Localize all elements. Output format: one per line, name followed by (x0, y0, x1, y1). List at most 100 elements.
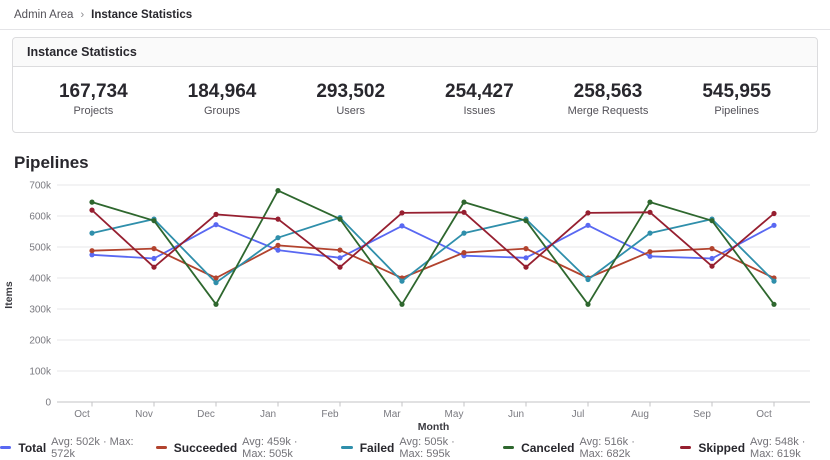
data-point-skipped-sep-10 (709, 263, 715, 269)
legend-series-stats: Avg: 548k · Max: 619k (750, 435, 806, 460)
series-line-failed (91, 216, 775, 284)
data-point-failed-mar-5 (399, 278, 405, 284)
data-point-succeeded-nov-1 (151, 245, 157, 251)
data-point-succeeded-may-6 (461, 249, 467, 255)
data-point-skipped-nov-1 (151, 264, 157, 270)
data-point-skipped-oct-11 (771, 210, 777, 216)
data-point-total-nov-1 (151, 255, 157, 261)
data-point-total-aug-9 (647, 253, 653, 259)
y-axis-title: Items (3, 281, 15, 309)
legend-series-name: Canceled (521, 440, 575, 455)
data-point-skipped-jan-3 (275, 216, 281, 222)
y-tick-label: 0 (45, 397, 51, 408)
stat-label: Projects (73, 104, 114, 117)
breadcrumb-admin-area-link[interactable]: Admin Area (14, 9, 74, 21)
legend-series-stats: Avg: 516k · Max: 682k (579, 435, 635, 460)
legend-swatch-canceled (503, 446, 515, 450)
instance-statistics-card-header: Instance Statistics (13, 38, 817, 67)
stat-projects: 167,734 Projects (29, 80, 158, 117)
data-point-succeeded-dec-2 (213, 275, 219, 281)
stat-groups: 184,964 Groups (158, 80, 287, 117)
data-point-failed-jul-8 (585, 276, 591, 282)
data-point-total-mar-5 (399, 223, 405, 229)
y-tick-label: 500k (29, 242, 52, 253)
card-title: Instance Statistics (27, 45, 137, 59)
stat-users: 293,502 Users (286, 80, 415, 117)
stat-value: 258,563 (573, 81, 643, 102)
stat-label: Pipelines (714, 104, 760, 117)
legend-item-skipped[interactable]: Skipped Avg: 548k · Max: 619k (680, 436, 830, 460)
data-point-skipped-jun-7 (523, 264, 529, 270)
y-tick-label: 600k (29, 211, 52, 222)
data-point-failed-aug-9 (647, 230, 653, 236)
data-point-skipped-mar-5 (399, 210, 405, 216)
data-point-canceled-oct-11 (771, 301, 777, 307)
stat-label: Groups (203, 104, 241, 117)
x-tick-label: Nov (135, 409, 153, 420)
data-point-succeeded-feb-4 (337, 247, 343, 253)
instance-statistics-card: Instance Statistics 167,734 Projects 184,9… (12, 37, 818, 133)
legend-series-name: Succeeded (173, 440, 238, 455)
data-point-canceled-jan-3 (275, 187, 281, 193)
data-point-succeeded-jun-7 (523, 245, 529, 251)
stat-value: 293,502 (316, 81, 386, 102)
data-point-total-jan-3 (275, 247, 281, 253)
data-point-canceled-sep-10 (709, 217, 715, 224)
legend-item-canceled[interactable]: Canceled Avg: 516k · Max: 682k (503, 436, 658, 460)
stats-row: 167,734 Projects 184,964 Groups 293,502 Users… (13, 67, 817, 132)
x-tick-label: Jan (260, 409, 276, 420)
data-point-total-oct-11 (771, 222, 777, 228)
data-point-canceled-feb-4 (337, 216, 343, 222)
data-point-canceled-nov-1 (151, 217, 157, 224)
legend-item-succeeded[interactable]: Succeeded Avg: 459k · Max: 505k (156, 436, 319, 460)
stat-merge-requests: 258,563 Merge Requests (544, 80, 673, 117)
data-point-canceled-oct-0 (89, 199, 95, 205)
legend-item-total[interactable]: Total Avg: 502k · Max: 572k (0, 436, 134, 460)
data-point-total-oct-0 (89, 251, 95, 258)
data-point-canceled-jul-8 (585, 301, 591, 307)
breadcrumb-separator-icon: › (80, 9, 85, 21)
data-point-canceled-aug-9 (647, 199, 653, 205)
y-tick-label: 300k (29, 304, 52, 315)
data-point-skipped-oct-0 (89, 207, 95, 213)
breadcrumb: Admin Area › Instance Statistics (0, 0, 830, 29)
data-point-failed-dec-2 (213, 279, 219, 286)
data-point-total-dec-2 (213, 221, 219, 228)
data-point-skipped-aug-9 (647, 209, 653, 215)
data-point-canceled-dec-2 (213, 301, 219, 307)
legend-series-stats: Avg: 459k · Max: 505k (242, 435, 298, 460)
y-tick-label: 100k (29, 366, 52, 377)
y-tick-label: 400k (29, 273, 52, 284)
x-tick-label: Aug (631, 409, 649, 420)
x-tick-label: Oct (756, 409, 772, 420)
y-tick-label: 700k (29, 180, 52, 191)
data-point-succeeded-oct-0 (89, 247, 95, 254)
data-point-succeeded-sep-10 (709, 245, 715, 251)
data-point-total-jul-8 (585, 222, 591, 228)
x-tick-label: Sep (693, 409, 711, 420)
x-tick-label: Mar (383, 409, 401, 420)
stat-value: 545,955 (702, 81, 772, 102)
data-point-skipped-feb-4 (337, 264, 343, 270)
legend-series-stats: Avg: 502k · Max: 572k (51, 435, 134, 460)
legend-item-failed[interactable]: Failed Avg: 505k · Max: 595k (341, 436, 481, 460)
legend-swatch-failed (341, 446, 353, 450)
data-point-canceled-mar-5 (399, 301, 405, 307)
legend-series-name: Skipped (698, 440, 746, 455)
legend-series-name: Failed (359, 440, 395, 455)
legend-swatch-skipped (680, 446, 692, 450)
x-tick-label: Jun (508, 409, 524, 420)
chart-legend: Total Avg: 502k · Max: 572k Succeeded Avg: … (0, 436, 830, 460)
data-point-total-sep-10 (709, 255, 715, 261)
pipelines-heading: Pipelines (14, 152, 89, 172)
stat-label: Issues (463, 104, 496, 117)
legend-swatch-succeeded (156, 446, 167, 450)
x-axis-title: Month (418, 421, 450, 433)
x-tick-label: Jul (572, 409, 585, 420)
line-chart-canvas: 0 100k 200k 300k 400k 500k 600k 700k Oct Nov Dec Ja… (3, 180, 810, 433)
data-point-skipped-jul-8 (585, 210, 591, 216)
data-point-canceled-jun-7 (523, 217, 529, 224)
stat-value: 167,734 (58, 81, 128, 102)
series-line-canceled (91, 189, 775, 305)
